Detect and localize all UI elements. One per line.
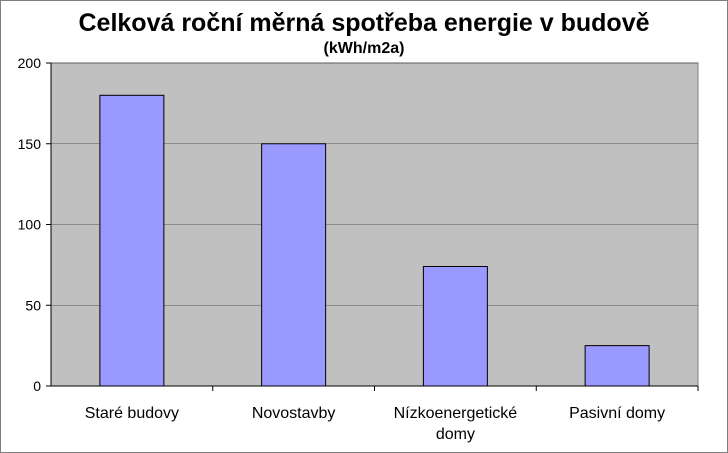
y-tick-label: 200	[18, 55, 42, 71]
x-category-label: Pasivní domy	[569, 405, 665, 422]
y-tick-label: 150	[18, 136, 42, 152]
x-category-label: Nízkoenergetické domy	[394, 405, 518, 443]
bar	[99, 94, 165, 387]
x-category-label: Staré budovy	[85, 405, 179, 422]
bar	[261, 143, 327, 387]
y-tick-label: 0	[33, 378, 41, 394]
y-tick-label: 100	[18, 217, 42, 233]
bar	[422, 265, 488, 387]
x-category-label: Novostavby	[252, 405, 336, 422]
y-tick-label: 50	[25, 297, 41, 313]
bar	[584, 345, 650, 387]
chart-subtitle: (kWh/m2a)	[323, 40, 405, 57]
chart-title: Celková roční měrná spotřeba energie v b…	[78, 9, 650, 37]
